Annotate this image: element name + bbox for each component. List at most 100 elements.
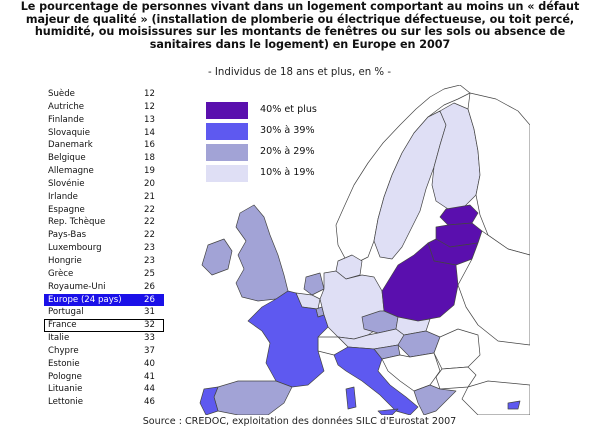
region-italy [333, 346, 419, 415]
subtitle: - Individus de 18 ans et plus, en % - [207, 67, 392, 78]
country-name: Pologne [48, 371, 82, 382]
country-name: Rep. Tchèque [48, 217, 106, 228]
table-row: Pays-Bas 22 [44, 229, 164, 242]
region-greece [413, 384, 457, 415]
table-row-france: France 32 [44, 319, 164, 333]
table-row: Italie 33 [44, 332, 164, 345]
country-name: Lituanie [48, 384, 83, 395]
country-value: 32 [144, 320, 155, 331]
country-value: 44 [144, 384, 155, 395]
region-france [247, 290, 329, 388]
country-value: 23 [144, 243, 155, 254]
region-sicily [377, 408, 399, 415]
legend-item: 20% à 29% [206, 144, 386, 162]
table-row: Rep. Tchèque 22 [44, 216, 164, 229]
country-name: Luxembourg [48, 243, 102, 254]
country-value: 19 [144, 166, 155, 177]
country-name: Danemark [48, 140, 93, 151]
country-name: Allemagne [48, 166, 94, 177]
legend-swatch [206, 165, 248, 182]
table-row: Luxembourg 23 [44, 242, 164, 255]
country-name: Europe (24 pays) [48, 294, 122, 305]
region-russia [467, 92, 530, 256]
table-row: Suède 12 [44, 88, 164, 101]
table-row: Grèce 25 [44, 268, 164, 281]
country-value: 12 [144, 89, 155, 99]
country-value: 21 [144, 191, 155, 202]
country-value: 23 [144, 255, 155, 266]
table-row: Lettonie 46 [44, 396, 164, 409]
legend-label: 10% à 19% [260, 167, 315, 178]
country-value: 16 [144, 140, 155, 151]
country-value: 26 [144, 281, 155, 292]
country-name: France [48, 320, 77, 331]
region-estonia [439, 204, 479, 226]
country-value: 31 [144, 307, 155, 318]
country-name: Estonie [48, 358, 80, 369]
legend-item: 40% et plus [206, 102, 386, 120]
country-name: Italie [48, 333, 70, 344]
country-name: Suède [48, 89, 75, 99]
table-row: Chypre 37 [44, 345, 164, 358]
country-name: Finlande [48, 114, 84, 125]
country-value: 26 [144, 294, 155, 305]
table-row: Lituanie 44 [44, 383, 164, 396]
table-row: Danemark 16 [44, 139, 164, 152]
country-value: 33 [144, 333, 155, 344]
legend-swatch [206, 123, 248, 140]
country-value: 18 [144, 153, 155, 164]
table-row-europe-average: Europe (24 pays) 26 [44, 293, 164, 307]
table-row: Espagne 22 [44, 204, 164, 217]
region-ireland [201, 238, 233, 276]
country-value: 37 [144, 345, 155, 356]
region-portugal [199, 386, 219, 415]
country-name: Lettonie [48, 397, 84, 408]
region-belarus-ukraine [457, 230, 530, 346]
table-row: Royaume-Uni 26 [44, 281, 164, 294]
legend-item: 30% à 39% [206, 123, 386, 141]
table-row: Estonie 40 [44, 358, 164, 371]
country-table: Suède 12 Autriche 12 Finlande 13 Slovaquie 1… [44, 88, 164, 409]
country-name: Hongrie [48, 255, 82, 266]
region-spain [213, 380, 293, 415]
country-name: Slovaquie [48, 127, 91, 138]
country-value: 46 [144, 397, 155, 408]
source-note: Source : CREDOC, exploitation des donnée… [142, 416, 457, 427]
country-name: Irlande [48, 191, 78, 202]
region-cyprus [507, 400, 521, 410]
table-row: Slovaquie 14 [44, 127, 164, 140]
region-romania [433, 328, 481, 370]
country-name: Autriche [48, 101, 85, 112]
region-netherlands [303, 272, 325, 296]
country-value: 20 [144, 178, 155, 189]
table-row: Allemagne 19 [44, 165, 164, 178]
table-row: Portugal 31 [44, 306, 164, 319]
legend-swatch [206, 102, 248, 119]
region-uk [235, 204, 289, 302]
country-value: 12 [144, 101, 155, 112]
legend-label: 20% à 29% [260, 146, 315, 157]
table-row: Hongrie 23 [44, 255, 164, 268]
country-value: 22 [144, 204, 155, 215]
country-name: Pays-Bas [48, 230, 87, 241]
legend-swatch [206, 144, 248, 161]
region-bulgaria [435, 366, 477, 390]
legend-item: 10% à 19% [206, 165, 386, 183]
country-value: 14 [144, 127, 155, 138]
country-name: Belgique [48, 153, 86, 164]
country-value: 41 [144, 371, 155, 382]
country-value: 40 [144, 358, 155, 369]
table-row: Pologne 41 [44, 371, 164, 384]
country-name: Chypre [48, 345, 79, 356]
country-name: Espagne [48, 204, 85, 215]
table-row: Slovénie 20 [44, 178, 164, 191]
region-balkans [381, 352, 441, 392]
country-value: 22 [144, 217, 155, 228]
table-row: Irlande 21 [44, 191, 164, 204]
country-value: 13 [144, 114, 155, 125]
table-row: Belgique 18 [44, 152, 164, 165]
chart-title: Le pourcentage de personnes vivant dans … [20, 0, 580, 51]
country-value: 25 [144, 268, 155, 279]
europe-map [199, 85, 530, 415]
country-name: Grèce [48, 268, 74, 279]
